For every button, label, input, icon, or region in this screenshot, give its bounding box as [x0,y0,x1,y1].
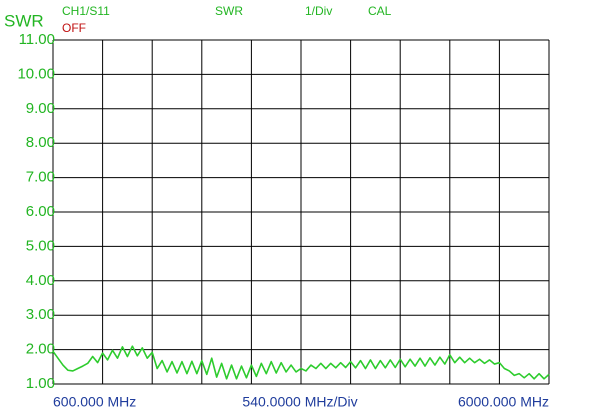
x-start-label: 600.000 MHz [53,394,136,410]
y-tick-label: 8.00 [26,134,55,151]
format-label: SWR [215,4,243,18]
x-div-label: 540.0000 MHz/Div [242,394,357,410]
y-axis-title: SWR [4,11,44,30]
y-tick-label: 10.00 [17,65,55,82]
x-end-label: 6000.000 MHz [458,394,549,410]
y-tick-label: 3.00 [26,306,55,323]
y-tick-label: 9.00 [26,100,55,117]
y-tick-label: 6.00 [26,203,55,220]
y-tick-label: 7.00 [26,169,55,186]
scale-label: 1/Div [305,4,332,18]
status-label: OFF [62,21,86,35]
y-tick-label: 11.00 [19,31,55,48]
y-tick-label: 4.00 [26,272,55,289]
trace [52,345,550,380]
y-tick-label: 2.00 [26,341,55,358]
cal-label: CAL [368,4,392,18]
y-tick-label: 5.00 [26,237,55,254]
channel-label: CH1/S11 [62,4,110,18]
y-tick-label: 1.00 [26,375,55,392]
